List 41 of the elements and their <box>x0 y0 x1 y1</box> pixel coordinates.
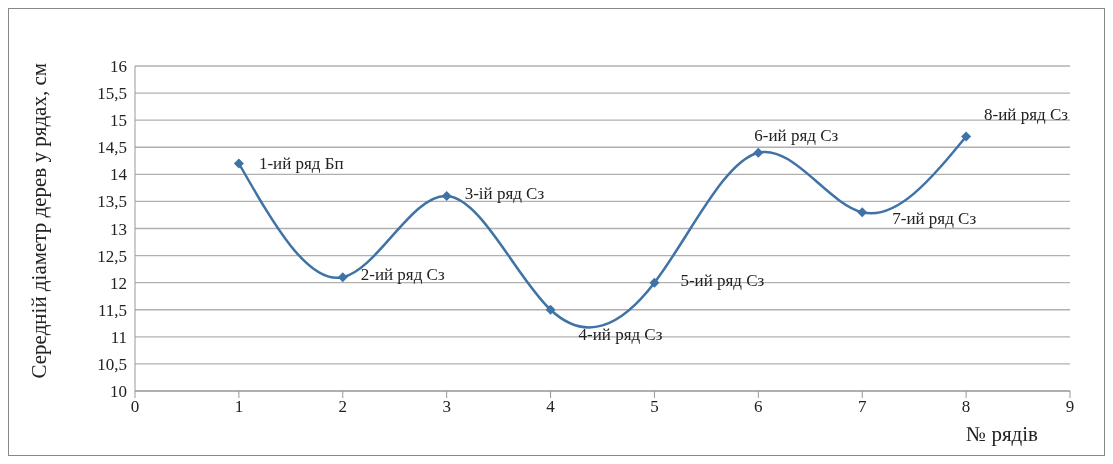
annotation: 3-ій ряд Сз <box>464 184 545 203</box>
annotation: 2-ий ряд Сз <box>360 265 445 285</box>
y-tick-label: 12 <box>110 273 127 293</box>
point <box>233 158 244 169</box>
x-tick-label: 0 <box>130 397 140 417</box>
point <box>545 304 556 315</box>
y-tick-label: 15 <box>110 111 127 131</box>
x-tick-label: 8 <box>961 397 971 417</box>
x-tick-label: 5 <box>650 397 659 417</box>
point <box>753 147 764 158</box>
annotation: 8-ий ряд Сз <box>984 105 1069 125</box>
y-tick-label: 11,5 <box>97 300 127 320</box>
x-axis-title: № рядів <box>966 422 1039 446</box>
annotation: 5-ий ряд Сз <box>680 270 765 290</box>
x-tick-label: 9 <box>1065 397 1075 417</box>
x-tick-label: 2 <box>338 397 348 417</box>
annotation: 1-ий ряд Бп <box>258 153 344 173</box>
y-tick-label: 13,5 <box>97 192 127 212</box>
annotation: 6-ий ряд Сз <box>754 125 839 145</box>
x-tick-label: 3 <box>442 397 451 417</box>
annotation: 4-ий ряд Сз <box>578 324 663 344</box>
y-axis-title: Середній діаметр дерев у рядах, см <box>27 62 52 379</box>
y-tick-label: 10 <box>110 382 127 402</box>
x-tick-label: 4 <box>546 397 556 417</box>
y-tick-label: 15,5 <box>97 84 127 104</box>
point <box>337 272 348 283</box>
point <box>441 191 452 201</box>
y-tick-label: 14,5 <box>97 138 127 158</box>
y-tick-label: 11 <box>110 327 127 347</box>
point <box>857 207 868 218</box>
y-tick-label: 13 <box>110 219 127 239</box>
x-tick-label: 7 <box>857 397 867 417</box>
point <box>961 131 972 142</box>
x-tick-label: 6 <box>754 397 763 417</box>
y-tick-label: 16 <box>110 57 127 77</box>
point <box>649 277 660 288</box>
y-tick-label: 12,5 <box>97 246 127 266</box>
y-tick-label: 10,5 <box>97 354 127 374</box>
x-tick-label: 1 <box>234 397 244 417</box>
y-tick-label: 14 <box>110 165 128 185</box>
annotation: 7-ий ряд Сз <box>892 209 977 229</box>
